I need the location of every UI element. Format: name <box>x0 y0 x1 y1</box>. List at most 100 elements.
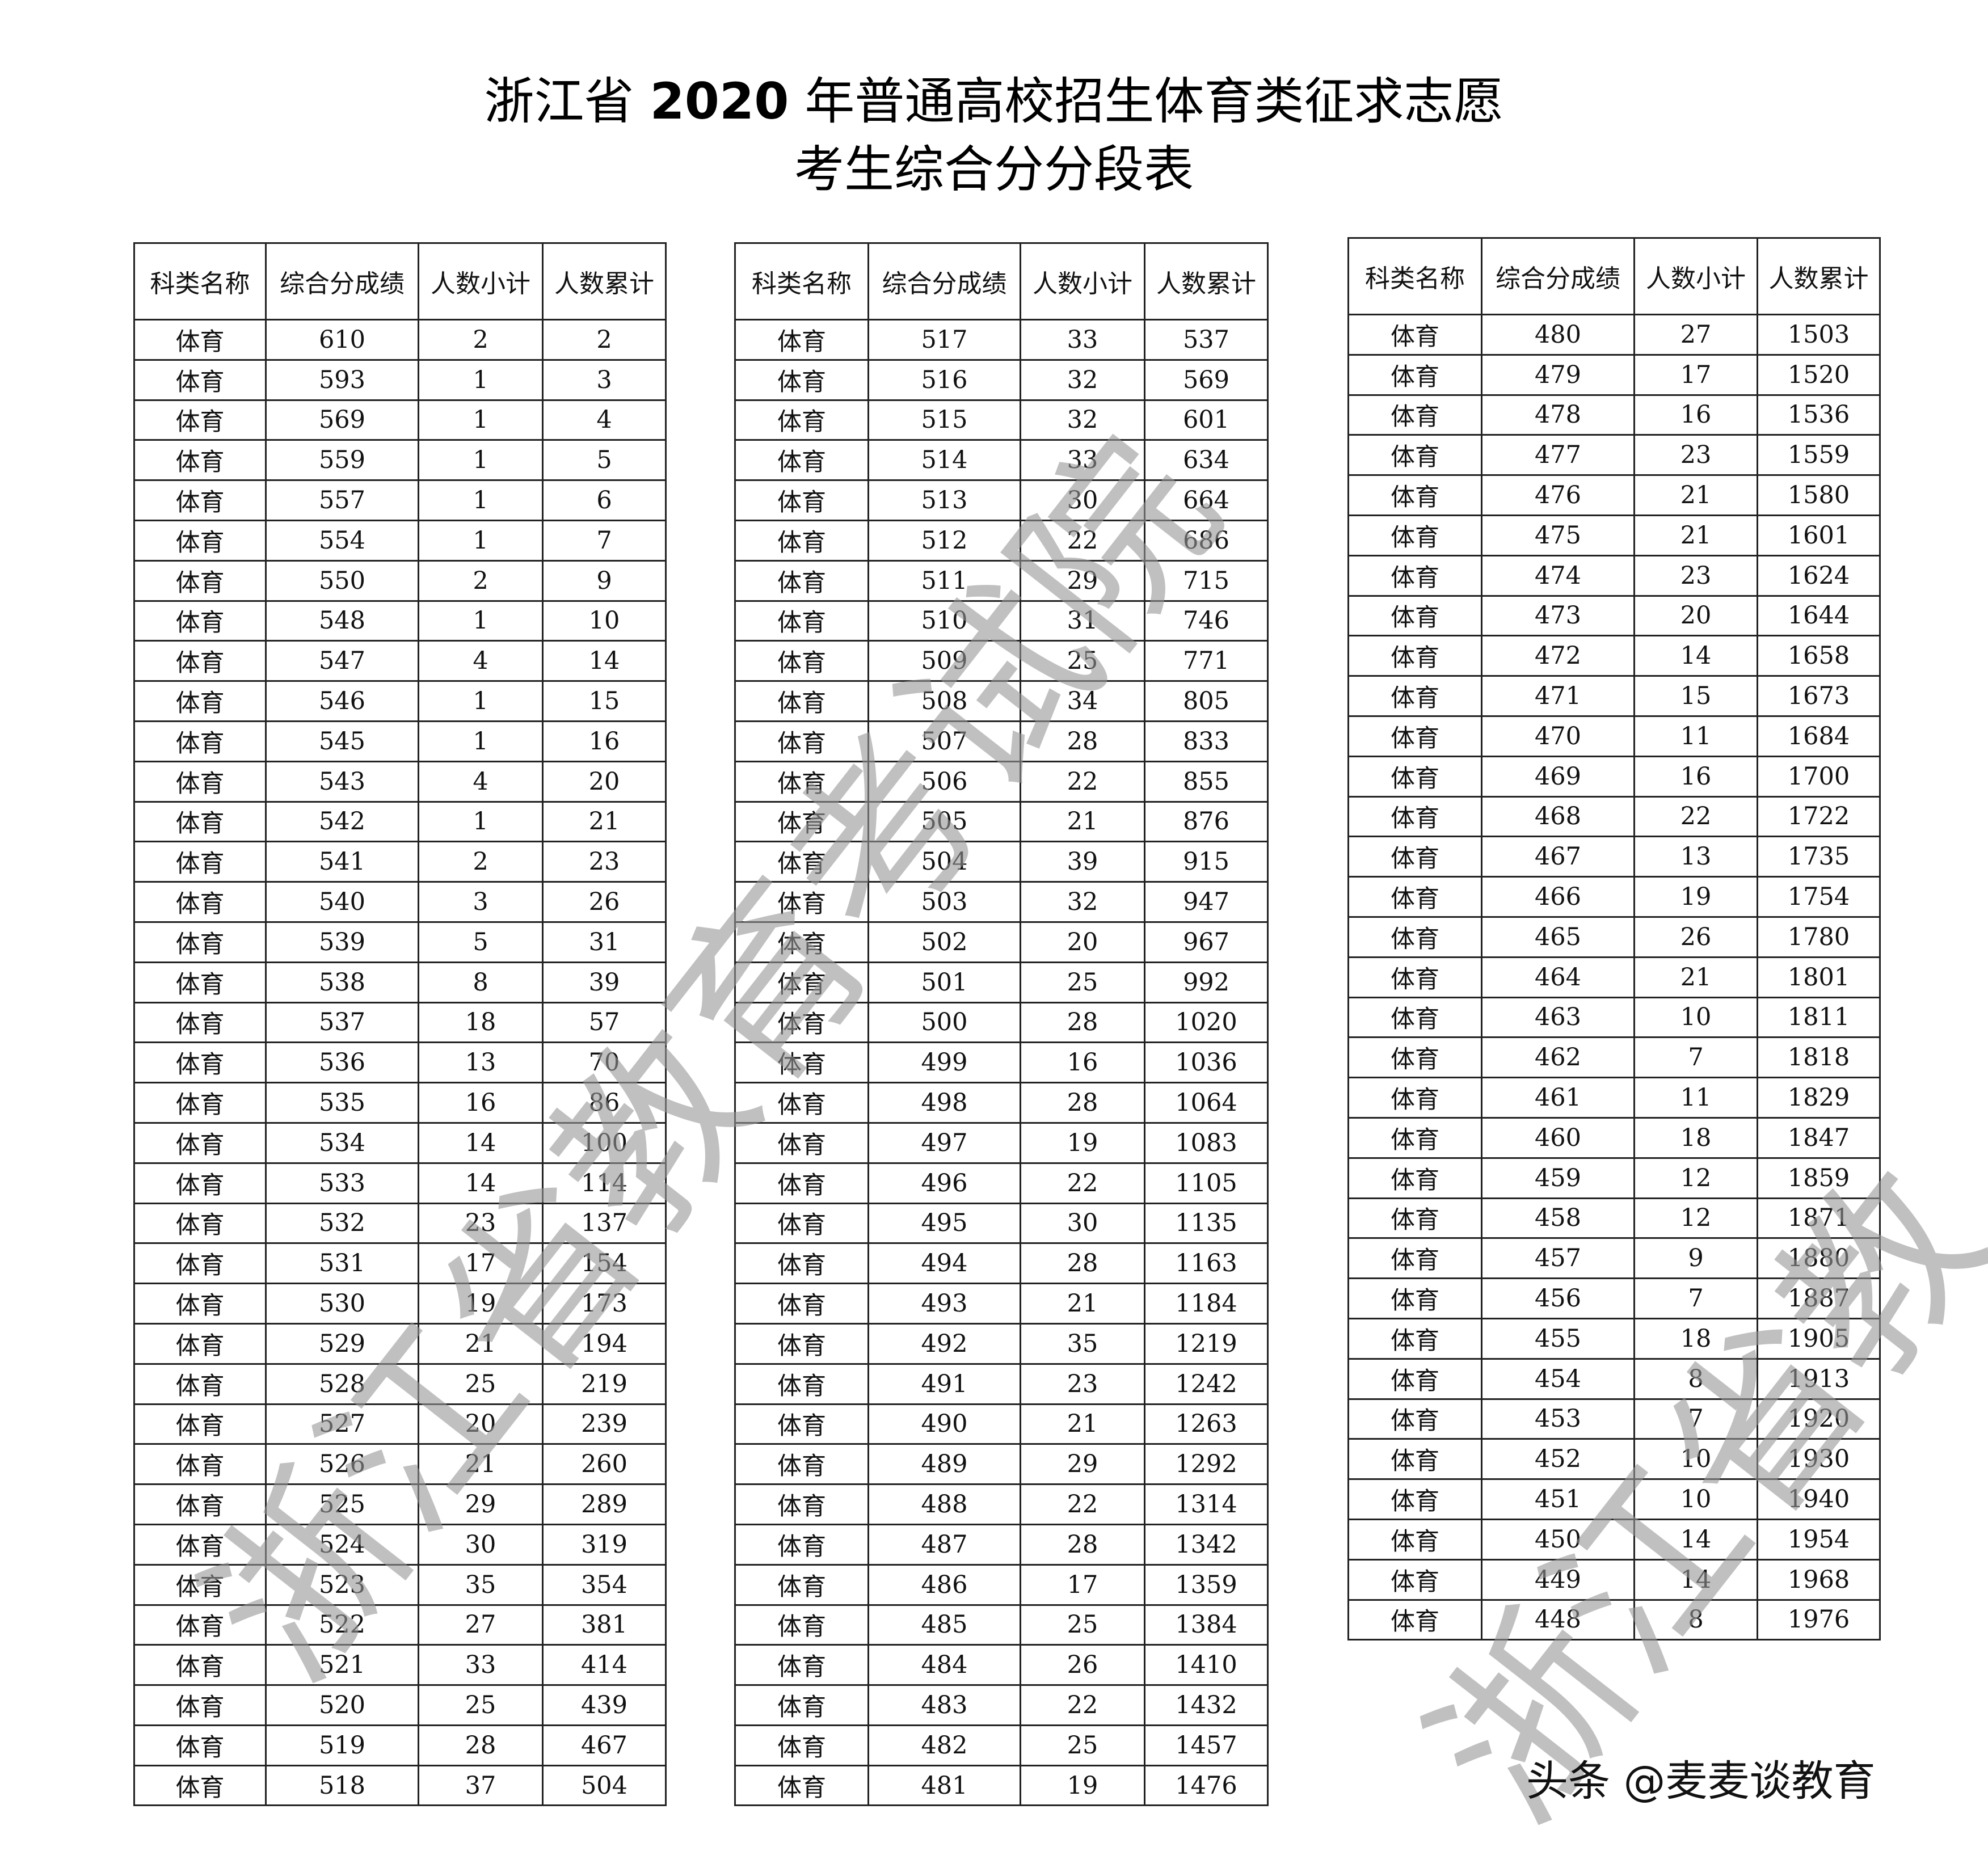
cumulative-cell: 1968 <box>1757 1558 1881 1601</box>
count-cell: 1 <box>418 720 544 762</box>
score-cell: 495 <box>867 1202 1021 1245</box>
cumulative-cell: 26 <box>542 881 667 923</box>
subject-cell: 体育 <box>133 680 267 722</box>
score-cell: 468 <box>1481 795 1635 838</box>
cumulative-cell: 1913 <box>1757 1357 1881 1400</box>
count-cell: 7 <box>1633 1398 1758 1440</box>
count-cell: 22 <box>1020 1483 1145 1525</box>
table-row: 体育 506 22 855 <box>734 760 1269 803</box>
cumulative-cell: 569 <box>1144 359 1269 401</box>
score-cell: 450 <box>1481 1518 1635 1561</box>
table-row: 体育 462 7 1818 <box>1347 1036 1881 1079</box>
score-cell: 471 <box>1481 675 1635 717</box>
title-suffix: 年普通高校招生体育类征求志愿 <box>789 72 1504 130</box>
subject-cell: 体育 <box>734 1322 869 1365</box>
count-cell: 26 <box>1633 916 1758 958</box>
table-row: 体育 513 30 664 <box>734 479 1269 521</box>
cumulative-cell: 21 <box>542 800 667 843</box>
title-year: 2020 <box>650 72 789 130</box>
cumulative-cell: 319 <box>542 1523 667 1566</box>
table-row: 体育 610 2 2 <box>133 319 667 361</box>
score-cell: 475 <box>1481 514 1635 556</box>
cumulative-cell: 1940 <box>1757 1478 1881 1520</box>
subject-cell: 体育 <box>1347 1277 1482 1319</box>
table-row: 体育 477 23 1559 <box>1347 434 1881 476</box>
subject-cell: 体育 <box>1347 1438 1482 1481</box>
score-cell: 508 <box>867 680 1021 722</box>
table-row: 体育 452 10 1930 <box>1347 1438 1881 1481</box>
count-cell: 21 <box>1633 514 1758 556</box>
subject-cell: 体育 <box>133 1001 267 1044</box>
table-row: 体育 471 15 1673 <box>1347 675 1881 717</box>
subject-cell: 体育 <box>734 319 869 361</box>
column-header: 科类名称 <box>734 242 869 320</box>
cumulative-cell: 86 <box>542 1082 667 1124</box>
table-row: 体育 475 21 1601 <box>1347 514 1881 556</box>
subject-cell: 体育 <box>133 1202 267 1245</box>
count-cell: 30 <box>1020 479 1145 521</box>
cumulative-cell: 1083 <box>1144 1121 1269 1164</box>
score-cell: 451 <box>1481 1478 1635 1520</box>
subject-cell: 体育 <box>734 961 869 1003</box>
count-cell: 18 <box>418 1001 544 1044</box>
table-row: 体育 466 19 1754 <box>1347 876 1881 918</box>
score-cell: 499 <box>867 1041 1021 1084</box>
table-row: 体育 474 23 1624 <box>1347 554 1881 597</box>
score-cell: 466 <box>1481 876 1635 918</box>
subject-cell: 体育 <box>133 760 267 803</box>
subject-cell: 体育 <box>1347 956 1482 998</box>
cumulative-cell: 1520 <box>1757 353 1881 396</box>
score-cell: 559 <box>265 439 419 482</box>
count-cell: 28 <box>418 1724 544 1766</box>
cumulative-cell: 1905 <box>1757 1317 1881 1360</box>
count-cell: 23 <box>1633 434 1758 476</box>
table-row: 体育 493 21 1184 <box>734 1283 1269 1325</box>
cumulative-cell: 9 <box>542 559 667 602</box>
subject-cell: 体育 <box>734 519 869 562</box>
cumulative-cell: 601 <box>1144 399 1269 441</box>
cumulative-cell: 1410 <box>1144 1644 1269 1686</box>
cumulative-cell: 1684 <box>1757 715 1881 757</box>
score-cell: 469 <box>1481 755 1635 798</box>
count-cell: 27 <box>418 1604 544 1646</box>
count-cell: 25 <box>1020 1724 1145 1766</box>
cumulative-cell: 3 <box>542 359 667 401</box>
table-row: 体育 504 39 915 <box>734 841 1269 883</box>
table-row: 体育 497 19 1083 <box>734 1121 1269 1164</box>
score-cell: 542 <box>265 800 419 843</box>
score-cell: 509 <box>867 640 1021 682</box>
table-row: 体育 528 25 219 <box>133 1363 667 1405</box>
subject-cell: 体育 <box>133 1644 267 1686</box>
count-cell: 23 <box>1633 554 1758 597</box>
count-cell: 33 <box>418 1644 544 1686</box>
score-cell: 610 <box>265 319 419 361</box>
cumulative-cell: 1887 <box>1757 1277 1881 1319</box>
count-cell: 19 <box>1633 876 1758 918</box>
table-row: 体育 505 21 876 <box>734 800 1269 843</box>
score-cell: 540 <box>265 881 419 923</box>
cumulative-cell: 1342 <box>1144 1523 1269 1566</box>
table-row: 体育 510 31 746 <box>734 600 1269 642</box>
table-row: 体育 523 35 354 <box>133 1563 667 1606</box>
subject-cell: 体育 <box>133 1483 267 1525</box>
score-cell: 511 <box>867 559 1021 602</box>
table-row: 体育 500 28 1020 <box>734 1001 1269 1044</box>
count-cell: 5 <box>418 921 544 963</box>
score-cell: 539 <box>265 921 419 963</box>
cumulative-cell: 7 <box>542 519 667 562</box>
count-cell: 14 <box>1633 1518 1758 1561</box>
table-row: 体育 559 1 5 <box>133 439 667 482</box>
table-row: 体育 530 19 173 <box>133 1283 667 1325</box>
count-cell: 10 <box>1633 1438 1758 1481</box>
score-cell: 528 <box>265 1363 419 1405</box>
table-row: 体育 536 13 70 <box>133 1041 667 1084</box>
table-row: 体育 532 23 137 <box>133 1202 667 1245</box>
cumulative-cell: 1829 <box>1757 1077 1881 1119</box>
table-row: 体育 495 30 1135 <box>734 1202 1269 1245</box>
subject-cell: 体育 <box>1347 314 1482 356</box>
table-row: 体育 463 10 1811 <box>1347 996 1881 1039</box>
subject-cell: 体育 <box>133 1242 267 1285</box>
score-cell: 485 <box>867 1604 1021 1646</box>
table-row: 体育 518 37 504 <box>133 1764 667 1807</box>
subject-cell: 体育 <box>133 1764 267 1807</box>
